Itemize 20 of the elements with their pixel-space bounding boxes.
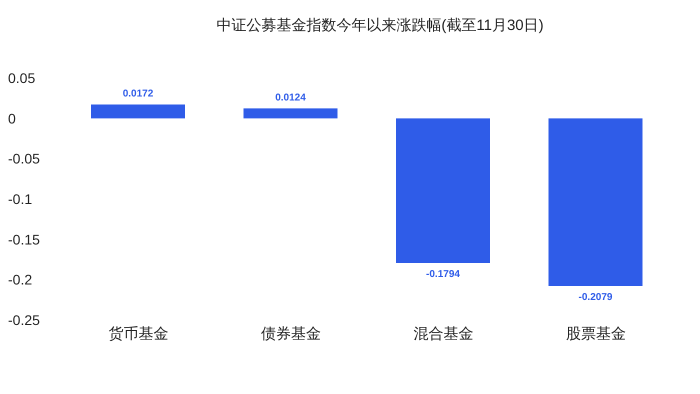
y-tick-label: -0.25 (8, 312, 40, 328)
y-tick-label: -0.05 (8, 150, 40, 167)
bar (91, 104, 185, 118)
y-tick-label: -0.15 (8, 231, 40, 248)
y-tick-label: -0.2 (8, 272, 32, 288)
bar (548, 118, 642, 286)
bar (244, 108, 338, 118)
x-tick-label: 混合基金 (413, 326, 474, 343)
x-tick-label: 股票基金 (566, 326, 626, 343)
y-tick-label: -0.1 (8, 190, 32, 207)
bar (396, 118, 490, 264)
y-tick-label: 0 (8, 110, 16, 126)
data-label: 0.0124 (275, 92, 306, 104)
data-label: 0.0172 (122, 88, 154, 100)
x-tick-label: 债券基金 (260, 326, 321, 343)
data-label: -0.2079 (578, 292, 613, 304)
x-tick-label: 货币基金 (108, 326, 168, 343)
y-tick-label: 0.05 (8, 70, 36, 86)
data-label: -0.1794 (426, 269, 460, 280)
chart-title: 中证公募基金指数今年以来涨跌幅(截至11月30日) (215, 16, 545, 36)
